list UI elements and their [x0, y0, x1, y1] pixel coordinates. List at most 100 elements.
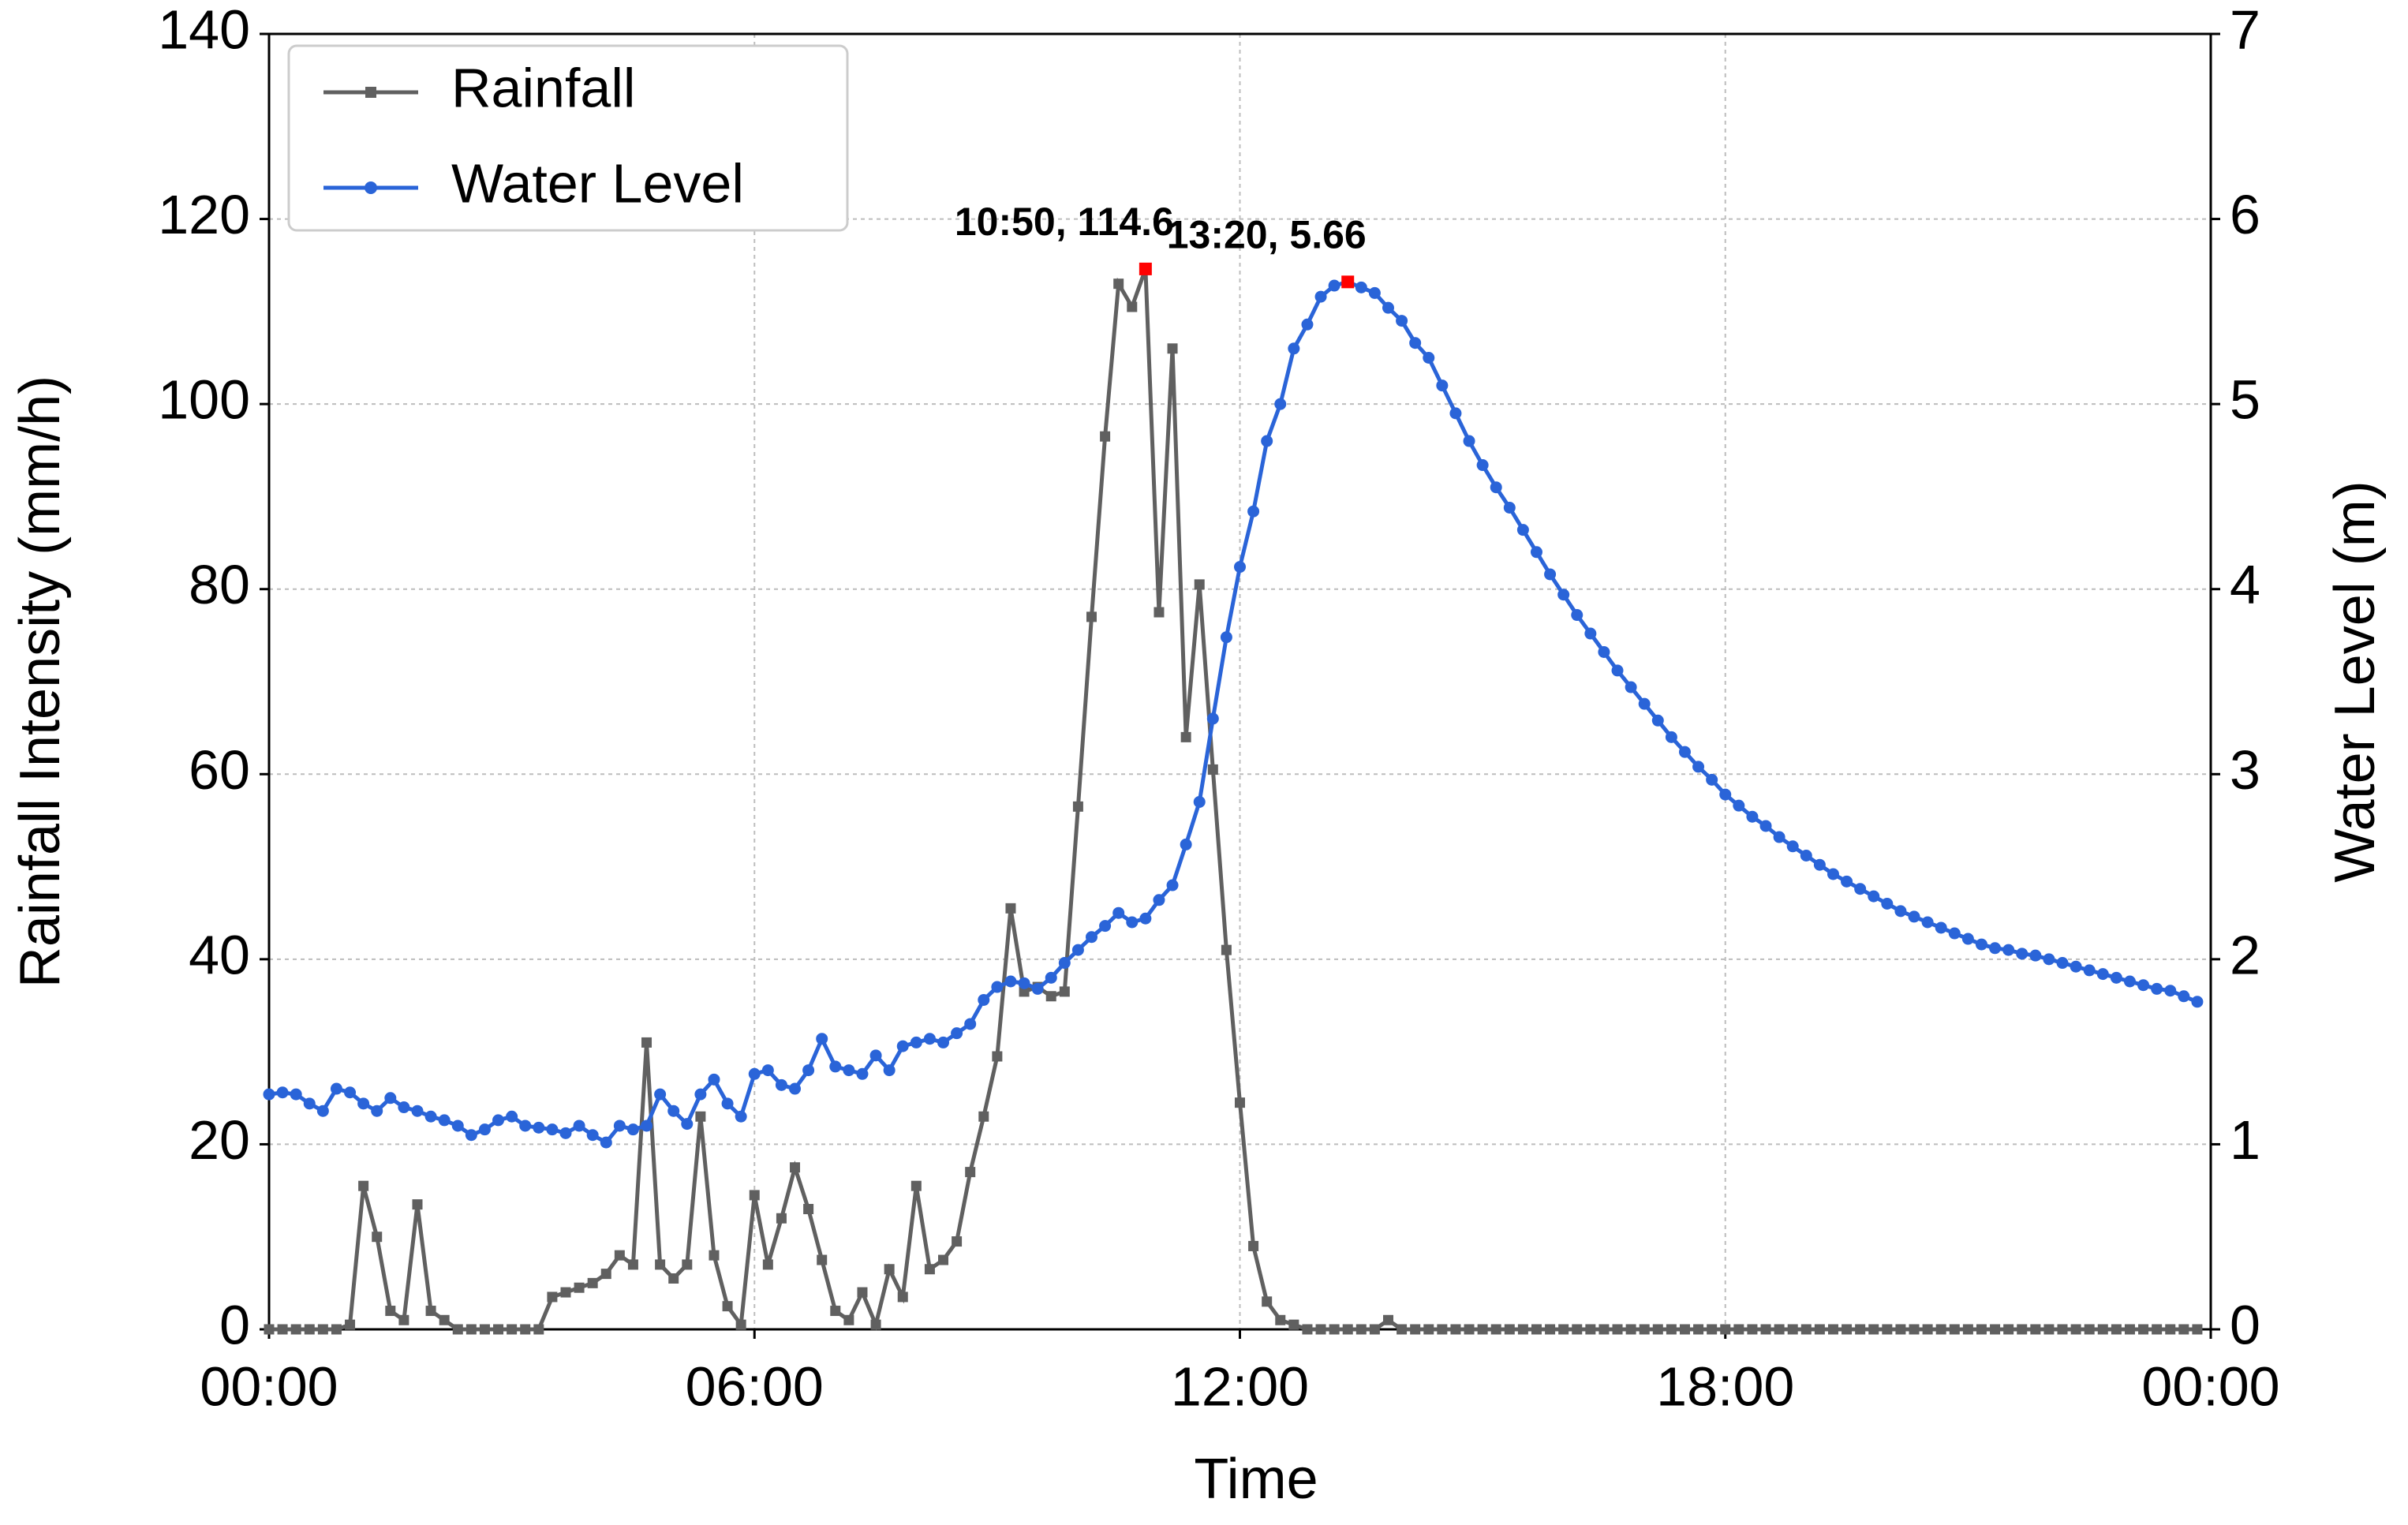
point: [2137, 979, 2150, 992]
legend-box: [287, 44, 849, 232]
point: [1855, 1324, 1866, 1335]
point: [1045, 991, 1056, 1002]
point: [1504, 1324, 1515, 1335]
point: [655, 1259, 666, 1270]
point: [816, 1033, 828, 1045]
point: [277, 1324, 288, 1335]
point: [1058, 957, 1071, 970]
point: [1611, 664, 1624, 677]
point: [290, 1088, 302, 1101]
legend-marker: [365, 87, 376, 98]
x-tick-label: 18:00: [1656, 1355, 1794, 1417]
point: [451, 1119, 464, 1132]
point: [586, 1129, 599, 1142]
point: [708, 1073, 720, 1086]
y2-tick-label: 0: [2230, 1294, 2260, 1355]
point: [1436, 379, 1449, 392]
point: [2165, 1324, 2176, 1335]
point: [1220, 631, 1232, 644]
point: [1692, 761, 1705, 773]
point: [533, 1121, 545, 1134]
point: [1557, 589, 1570, 601]
point: [547, 1291, 558, 1303]
point: [2030, 1324, 2041, 1335]
point: [1759, 820, 1772, 832]
point: [439, 1314, 450, 1325]
point: [2070, 1324, 2081, 1335]
point: [2178, 990, 2190, 1003]
point: [937, 1036, 950, 1048]
point: [1328, 279, 1340, 292]
legend: Rainfall Water Level: [287, 44, 849, 232]
point: [1005, 903, 1016, 914]
point: [856, 1067, 869, 1080]
point: [1639, 1324, 1650, 1335]
point: [1841, 875, 1853, 888]
point: [857, 1287, 868, 1298]
y2-tick-label: 5: [2230, 369, 2260, 431]
point: [2164, 985, 2177, 997]
point: [1301, 318, 1314, 331]
point: [411, 1105, 424, 1117]
point: [2191, 996, 2204, 1008]
point: [1262, 1296, 1273, 1307]
point: [2151, 982, 2163, 995]
point: [1180, 838, 1192, 850]
point: [938, 1254, 949, 1265]
point: [1827, 1324, 1838, 1335]
point: [1490, 481, 1502, 494]
point: [1193, 795, 1206, 808]
point: [775, 1078, 787, 1091]
point: [1154, 607, 1165, 618]
point: [2070, 960, 2082, 973]
point: [1786, 840, 1799, 853]
point: [1665, 731, 1677, 743]
point: [263, 1088, 275, 1101]
point: [776, 1213, 787, 1224]
point: [965, 1167, 976, 1178]
point: [1962, 1324, 1973, 1335]
point: [425, 1306, 436, 1317]
point: [1477, 1324, 1488, 1335]
point: [1382, 1314, 1393, 1325]
point: [2152, 1324, 2163, 1335]
point: [1086, 931, 1098, 944]
point: [1842, 1324, 1853, 1335]
point: [1516, 524, 1529, 536]
point: [1894, 905, 1907, 918]
point: [735, 1110, 747, 1123]
y2-tick-label: 1: [2230, 1109, 2260, 1171]
y2-tick-label: 2: [2230, 924, 2260, 985]
x-axis-label: Time: [1194, 1448, 1318, 1511]
point: [1544, 568, 1557, 581]
point: [1490, 1324, 1501, 1335]
point: [1517, 1324, 1528, 1335]
point: [533, 1324, 544, 1335]
point: [1719, 788, 1732, 801]
x-tick-label: 12:00: [1171, 1355, 1309, 1417]
point: [1019, 986, 1030, 997]
point: [1194, 579, 1205, 590]
point: [1935, 921, 1947, 934]
point: [559, 1127, 572, 1139]
point: [1868, 890, 1880, 903]
point: [290, 1324, 301, 1335]
series-line: [269, 268, 2197, 1332]
point: [466, 1324, 477, 1335]
point: [1935, 1324, 1946, 1335]
point: [1153, 894, 1165, 906]
point: [2057, 1324, 2068, 1335]
point: [748, 1067, 761, 1080]
point: [1235, 1097, 1245, 1108]
point: [1638, 697, 1651, 710]
point: [896, 1040, 909, 1052]
point: [1086, 611, 1097, 622]
point: [398, 1101, 410, 1114]
point: [2110, 971, 2122, 984]
point: [1476, 459, 1489, 472]
point: [1180, 731, 1191, 742]
point: [2096, 968, 2109, 981]
point: [1774, 1324, 1785, 1335]
point: [1275, 1314, 1286, 1325]
point: [762, 1259, 773, 1270]
